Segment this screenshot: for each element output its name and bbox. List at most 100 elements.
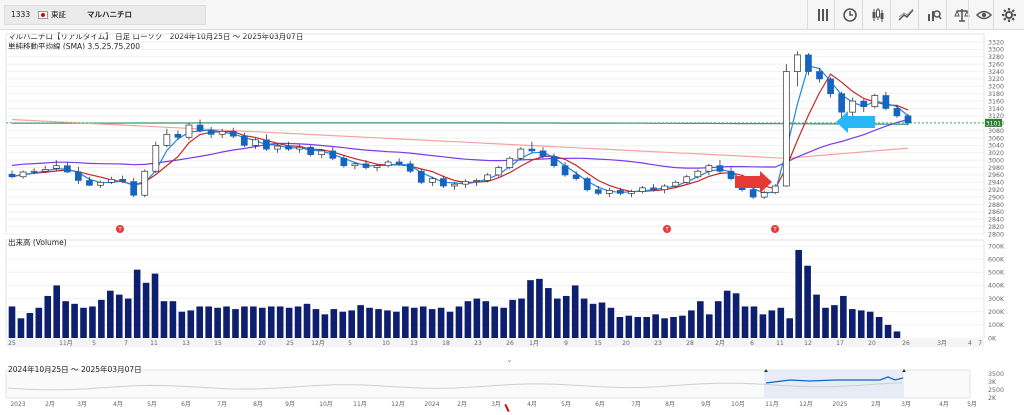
x-tick-label: 9 xyxy=(564,340,568,347)
event-marker xyxy=(771,225,779,233)
candle-up xyxy=(185,124,193,138)
navigator-x-label: 12月 xyxy=(391,401,405,408)
x-tick-label: 2月 xyxy=(715,340,725,347)
candle-down xyxy=(174,133,182,138)
navigator-history-line xyxy=(7,382,903,391)
volume-tick-label: 600K xyxy=(988,256,1005,263)
candle-up xyxy=(484,174,492,181)
volume-bar xyxy=(35,307,43,338)
x-tick-label: 13 xyxy=(182,340,190,347)
price-tick-label: 3240 xyxy=(988,69,1004,76)
candle-up xyxy=(473,180,480,182)
volume-bar xyxy=(759,314,767,338)
price-tick-label: 3200 xyxy=(988,84,1004,91)
candle-up xyxy=(871,95,879,107)
volume-bar xyxy=(589,303,597,338)
candle-up xyxy=(849,100,857,113)
navigator-x-label: 6月 xyxy=(595,401,605,408)
volume-bar xyxy=(259,307,266,338)
volume-bar xyxy=(187,310,195,338)
navigator-tick-label: 3500 xyxy=(988,371,1004,378)
clock-button[interactable] xyxy=(834,0,865,30)
price-tick-label: 2920 xyxy=(988,187,1004,194)
navigator-x-label: 2月 xyxy=(871,401,881,408)
candle-down xyxy=(805,54,812,72)
candle-up xyxy=(108,179,115,183)
volume-bar xyxy=(250,306,257,338)
price-tick-label: 2860 xyxy=(988,209,1004,216)
navigator-x-label: 8月 xyxy=(665,401,675,408)
candle-down xyxy=(406,163,414,172)
volume-bar xyxy=(768,310,776,338)
volume-bar xyxy=(857,310,865,338)
navigator-x-label: 11月 xyxy=(765,401,779,408)
volume-bar xyxy=(321,314,329,338)
x-tick-label: 13 xyxy=(410,340,418,347)
volume-tick-label: 100K xyxy=(988,322,1005,329)
candle-down xyxy=(827,78,834,95)
candle-up xyxy=(19,171,27,178)
price-tick-label: 3020 xyxy=(988,150,1004,157)
candle-up xyxy=(495,167,503,176)
volume-bar xyxy=(705,314,713,338)
navigator-x-label: 2月 xyxy=(45,401,55,408)
volume-bar xyxy=(357,305,364,338)
volume-bar xyxy=(723,290,731,338)
volume-bar xyxy=(643,316,650,338)
sma-indicator-label: 単純移動平均線 (SMA) 3,5,25,75,200 xyxy=(8,42,140,51)
x-tick-label: 23 xyxy=(474,340,482,347)
volume-bar xyxy=(53,285,60,338)
settings-button[interactable] xyxy=(993,0,1024,30)
collapse-chevron-icon[interactable]: ⌄ xyxy=(506,355,513,364)
volume-bar xyxy=(884,324,892,338)
navigator-x-label: 3月 xyxy=(491,401,501,408)
bars-view-button[interactable] xyxy=(807,0,838,30)
volume-bar xyxy=(813,294,820,338)
volume-bar xyxy=(473,298,481,338)
x-tick-label: 1月 xyxy=(529,340,539,347)
navigator-handle-icon xyxy=(764,369,768,372)
japan-flag-icon xyxy=(38,11,48,19)
volume-bar xyxy=(26,313,34,338)
candle-down xyxy=(716,165,724,172)
volume-title: 出来高 (Volume) xyxy=(8,238,67,247)
volume-tick-label: 500K xyxy=(988,270,1005,277)
volume-bar xyxy=(330,309,338,338)
volume-bar xyxy=(348,310,355,338)
navigator-x-label: 4月 xyxy=(113,401,123,408)
volume-bar xyxy=(598,302,606,338)
volume-bar xyxy=(822,307,829,338)
chart-range: 2024年10月25日 ～ 2025年03月07日 xyxy=(169,32,304,41)
volume-bar xyxy=(571,285,579,338)
x-tick-label: 20 xyxy=(868,340,876,347)
blue-arrow-icon xyxy=(836,111,875,133)
volume-bar xyxy=(840,295,847,338)
candle-down xyxy=(75,171,82,181)
volume-bar xyxy=(446,311,454,338)
x-tick-label: 26 xyxy=(506,340,514,347)
navigator-x-label: 9月 xyxy=(701,401,711,408)
price-tick-label: 2880 xyxy=(988,202,1004,209)
volume-bar xyxy=(285,307,293,338)
candle-down xyxy=(207,130,215,135)
compare-button[interactable] xyxy=(918,0,949,30)
volume-bar xyxy=(500,307,507,338)
candle-up xyxy=(218,131,226,135)
last-price-label: 3101 xyxy=(986,120,1001,127)
ticker-market: 東証 xyxy=(51,10,66,19)
price-tick-label: 3320 xyxy=(988,39,1004,46)
volume-bar xyxy=(545,288,552,338)
price-tick-label: 3080 xyxy=(988,128,1004,135)
candle-down xyxy=(583,178,591,191)
price-tick-label: 3140 xyxy=(988,106,1004,113)
ticker-box[interactable]: 1333 東証 マルハニチロ xyxy=(4,5,206,25)
navigator-x-label: 3月 xyxy=(901,401,911,408)
x-tick-label: 7 xyxy=(124,340,128,347)
price-tick-label: 3120 xyxy=(988,113,1004,120)
candlestick-button[interactable] xyxy=(862,0,893,30)
candle-up xyxy=(428,178,436,183)
trend-button[interactable] xyxy=(890,0,921,30)
eye-button[interactable] xyxy=(968,0,999,30)
volume-bar xyxy=(670,316,677,338)
